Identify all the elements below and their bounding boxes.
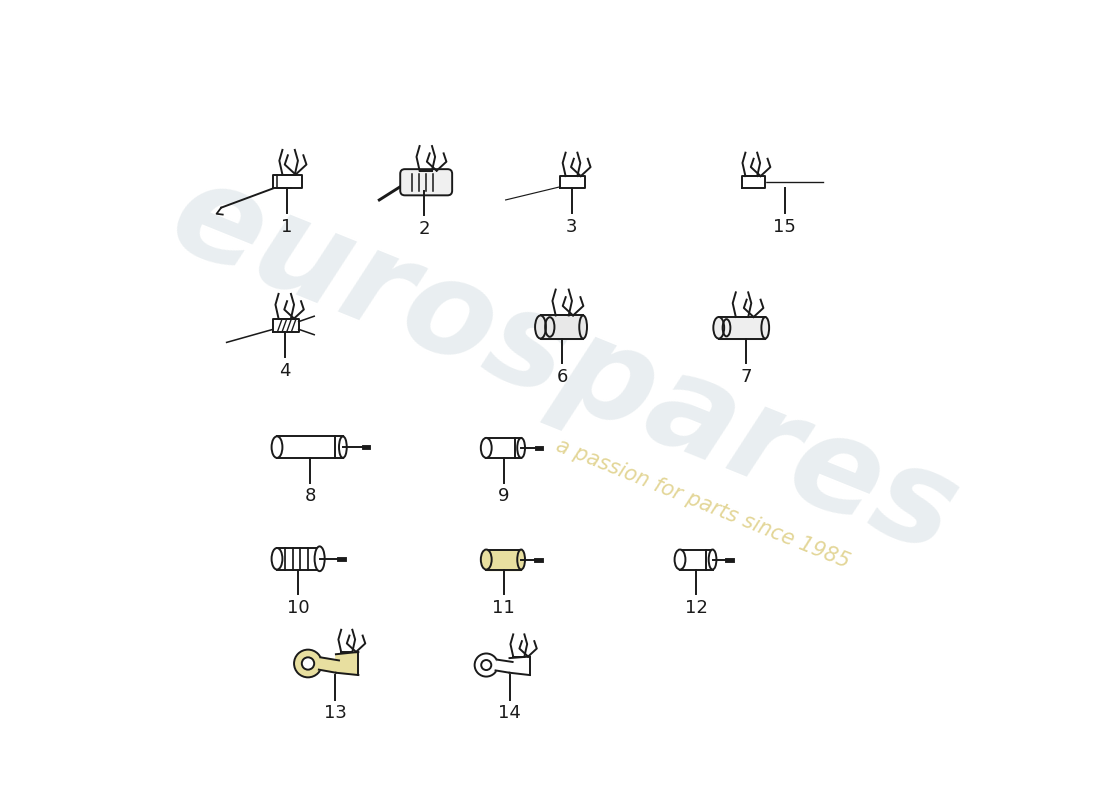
Polygon shape [273, 174, 301, 188]
Polygon shape [319, 658, 339, 673]
Ellipse shape [339, 436, 346, 458]
Circle shape [294, 650, 322, 678]
Text: 2: 2 [418, 220, 430, 238]
Ellipse shape [517, 438, 525, 458]
Polygon shape [742, 176, 766, 188]
Text: 4: 4 [279, 362, 290, 380]
Circle shape [481, 660, 492, 670]
Polygon shape [336, 652, 359, 675]
Text: 15: 15 [773, 218, 796, 236]
Text: a passion for parts since 1985: a passion for parts since 1985 [553, 436, 852, 572]
FancyBboxPatch shape [400, 169, 452, 195]
Ellipse shape [674, 550, 685, 570]
Circle shape [301, 658, 315, 670]
Polygon shape [509, 657, 530, 675]
Ellipse shape [708, 550, 716, 570]
Ellipse shape [272, 436, 283, 458]
Ellipse shape [315, 546, 324, 571]
Text: 9: 9 [498, 487, 509, 505]
Text: 13: 13 [323, 704, 346, 722]
Text: eurospares: eurospares [153, 150, 975, 581]
Polygon shape [560, 176, 585, 188]
Ellipse shape [535, 315, 546, 338]
Text: 6: 6 [557, 368, 568, 386]
Ellipse shape [481, 438, 492, 458]
Circle shape [474, 654, 498, 677]
Text: 10: 10 [287, 599, 309, 617]
Ellipse shape [481, 550, 492, 570]
Text: 12: 12 [685, 599, 707, 617]
Ellipse shape [272, 548, 283, 570]
Ellipse shape [761, 317, 769, 338]
Ellipse shape [713, 317, 724, 338]
Text: 7: 7 [740, 368, 751, 386]
Text: 14: 14 [498, 704, 521, 722]
Polygon shape [495, 660, 513, 673]
Text: 11: 11 [493, 599, 515, 617]
Text: 3: 3 [565, 218, 578, 236]
Text: 1: 1 [282, 218, 293, 236]
Text: 8: 8 [305, 487, 316, 505]
Ellipse shape [580, 315, 587, 338]
Ellipse shape [517, 550, 525, 570]
Polygon shape [273, 318, 299, 332]
